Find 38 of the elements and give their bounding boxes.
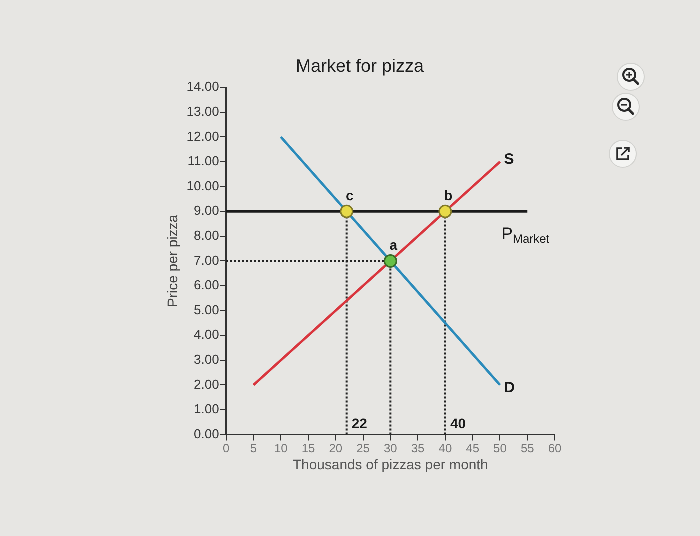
annotation: 40	[450, 416, 466, 432]
x-tick-label: 45	[466, 441, 480, 456]
y-tick-label: 8.00	[194, 228, 220, 243]
x-tick-label: 10	[274, 441, 288, 456]
x-tick-label: 5	[250, 441, 258, 456]
y-tick-label: 1.00	[194, 402, 220, 417]
x-tick-label: 60	[548, 441, 562, 456]
y-tick-label: 7.00	[194, 252, 220, 268]
y-tick-label: 9.00	[194, 203, 220, 218]
y-tick-label: 3.00	[194, 352, 220, 367]
y-tick-label: 13.00	[186, 104, 220, 119]
y-tick-label: 5.00	[194, 302, 220, 318]
x-tick-label: 50	[494, 441, 508, 456]
y-tick-label: 12.00	[186, 128, 220, 144]
x-tick-label: 55	[520, 441, 535, 456]
y-tick-label: 14.00	[186, 79, 220, 94]
y-tick-label: 4.00	[194, 327, 220, 342]
x-axis-title: Thousands of pizzas per month	[292, 456, 488, 472]
annotation: c	[346, 187, 354, 204]
annotation: b	[444, 187, 453, 204]
y-tick-label: 11.00	[188, 154, 220, 169]
x-tick-label: 15	[302, 441, 316, 456]
x-tick-label: 30	[384, 441, 398, 456]
y-tick-label: 0.00	[194, 426, 220, 442]
annotation: 22	[352, 416, 368, 432]
y-tick-label: 10.00	[186, 178, 220, 194]
annotation: a	[390, 237, 398, 254]
y-tick-label: 2.00	[194, 376, 220, 392]
chart-title: Market for pizza	[296, 56, 426, 76]
x-tick-label: 40	[438, 441, 452, 456]
x-tick-label: 20	[329, 441, 343, 456]
series-label: S	[504, 151, 514, 168]
x-tick-label: 35	[411, 441, 426, 456]
y-tick-label: 6.00	[194, 278, 220, 293]
series-label: D	[504, 379, 516, 396]
x-tick-label: 0	[222, 441, 230, 456]
x-tick-label: 25	[356, 441, 370, 456]
y-axis-title: Price per pizza	[164, 214, 180, 308]
